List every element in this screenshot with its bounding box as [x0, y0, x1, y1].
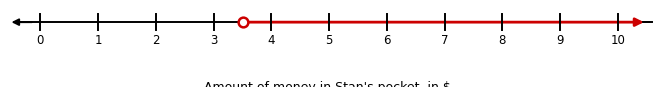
Text: Amount of money in Stan's pocket, in $.: Amount of money in Stan's pocket, in $.: [204, 81, 455, 87]
Text: 4: 4: [268, 34, 275, 47]
Text: 5: 5: [325, 34, 333, 47]
Text: 9: 9: [556, 34, 564, 47]
Text: 2: 2: [152, 34, 159, 47]
Text: 1: 1: [94, 34, 102, 47]
Text: 8: 8: [499, 34, 506, 47]
Text: 7: 7: [441, 34, 448, 47]
Text: 3: 3: [210, 34, 217, 47]
Text: 0: 0: [37, 34, 44, 47]
Text: 10: 10: [610, 34, 625, 47]
Text: 6: 6: [383, 34, 390, 47]
